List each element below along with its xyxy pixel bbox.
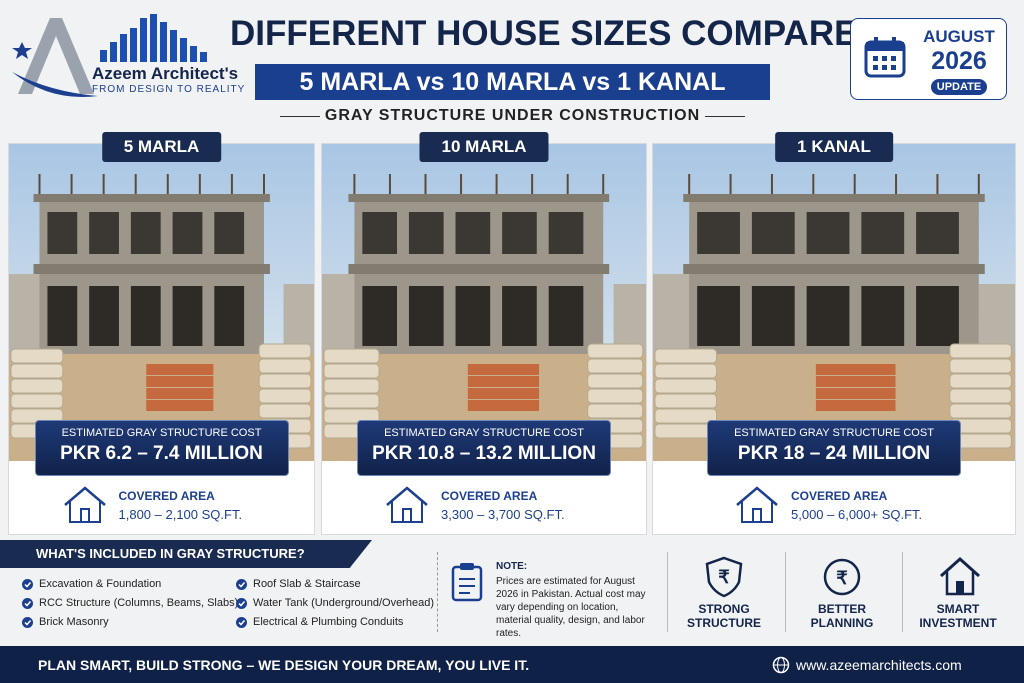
note-text: Prices are estimated for August 2026 in … (496, 576, 646, 639)
note-icon (451, 563, 483, 602)
check-icon (22, 617, 33, 628)
construction-photo (322, 144, 646, 461)
area-value: 3,300 – 3,700 SQ.FT. (441, 507, 565, 522)
subtitle: 5 MARLA vs 10 MARLA vs 1 KANAL (255, 64, 770, 100)
check-icon (22, 598, 33, 609)
card: 10 MARLA ESTIMATED GRAY STRUCTURE COST PKR… (321, 132, 647, 535)
included-item: Brick Masonry (39, 616, 109, 628)
included-item: RCC Structure (Columns, Beams, Slabs) (39, 597, 239, 609)
house-icon (63, 485, 107, 530)
benefit-label: BETTER PLANNING (810, 602, 874, 630)
covered-area: COVERED AREA 5,000 – 6,000+ SQ.FT. (735, 481, 955, 529)
ribbon (0, 540, 372, 568)
card: 1 KANAL ESTIMATED GRAY STRUCTURE COST PKR … (652, 132, 1016, 535)
card: 5 MARLA ESTIMATED GRAY STRUCTURE COST PKR … (8, 132, 315, 535)
cost-value: PKR 18 – 24 MILLION (737, 443, 931, 464)
benefit-label: STRONG STRUCTURE (687, 602, 761, 630)
rule (280, 116, 320, 117)
cost-label: ESTIMATED GRAY STRUCTURE COST (61, 427, 262, 439)
globe-icon (772, 656, 790, 674)
included-title: WHAT'S INCLUDED IN GRAY STRUCTURE? (36, 546, 305, 561)
cost-value: PKR 6.2 – 7.4 MILLION (60, 443, 263, 464)
cost-box: ESTIMATED GRAY STRUCTURE COST PKR 6.2 – 7… (34, 420, 289, 476)
check-icon (236, 617, 247, 628)
area-value: 1,800 – 2,100 SQ.FT. (118, 507, 243, 522)
card-title: 5 MARLA (101, 132, 222, 162)
badge-label: UPDATE (931, 79, 987, 95)
area-label: COVERED AREA (441, 489, 538, 503)
benefit-label: SMART INVESTMENT (919, 602, 997, 630)
logo-mark (12, 18, 98, 97)
brand-name: Azeem Architect's (92, 64, 239, 83)
included-item: Excavation & Foundation (39, 578, 162, 590)
covered-area: COVERED AREA 1,800 – 2,100 SQ.FT. (63, 481, 283, 529)
note-title: NOTE: (496, 561, 528, 572)
badge-year: 2026 (931, 47, 987, 75)
divider (437, 552, 438, 632)
date-badge: AUGUST 2026 UPDATE (850, 18, 1007, 100)
footer-website: www.azeemarchitects.com (796, 657, 962, 673)
footer (0, 646, 1024, 683)
badge-month: AUGUST (923, 27, 995, 46)
title: DIFFERENT HOUSE SIZES COMPARED (230, 14, 883, 53)
brand-tagline: FROM DESIGN TO REALITY (92, 84, 246, 95)
check-icon (236, 598, 247, 609)
house-icon (385, 485, 429, 530)
check-icon (236, 579, 247, 590)
cost-value: PKR 10.8 – 13.2 MILLION (372, 443, 596, 464)
included-item: Water Tank (Underground/Overhead) (253, 597, 434, 609)
svg-text:₹: ₹ (718, 567, 730, 587)
cost-box: ESTIMATED GRAY STRUCTURE COST PKR 10.8 – … (357, 420, 611, 476)
card-title: 1 KANAL (775, 132, 893, 162)
planning-icon: ₹ (823, 558, 861, 596)
included-item: Electrical & Plumbing Conduits (253, 616, 404, 628)
area-label: COVERED AREA (791, 489, 888, 503)
tagline: GRAY STRUCTURE UNDER CONSTRUCTION (324, 107, 701, 124)
cost-label: ESTIMATED GRAY STRUCTURE COST (734, 427, 934, 439)
area-value: 5,000 – 6,000+ SQ.FT. (791, 507, 923, 522)
divider (785, 552, 786, 632)
calendar-icon (864, 37, 906, 78)
area-label: COVERED AREA (118, 489, 215, 503)
home-icon (939, 556, 981, 596)
house-icon (735, 485, 779, 530)
svg-text:₹: ₹ (836, 568, 848, 588)
footer-slogan: PLAN SMART, BUILD STRONG – WE DESIGN YOU… (38, 657, 530, 673)
cost-box: ESTIMATED GRAY STRUCTURE COST PKR 18 – 24… (707, 420, 961, 476)
logo-skyline (100, 14, 207, 62)
divider (902, 552, 903, 632)
rule (705, 116, 745, 117)
cost-label: ESTIMATED GRAY STRUCTURE COST (384, 427, 584, 439)
included-item: Roof Slab & Staircase (253, 578, 361, 590)
card-title: 10 MARLA (419, 132, 549, 162)
check-icon (22, 579, 33, 590)
construction-photo (653, 144, 1015, 461)
shield-icon: ₹ (705, 556, 743, 598)
construction-photo (9, 144, 314, 461)
divider (667, 552, 668, 632)
covered-area: COVERED AREA 3,300 – 3,700 SQ.FT. (385, 481, 605, 529)
